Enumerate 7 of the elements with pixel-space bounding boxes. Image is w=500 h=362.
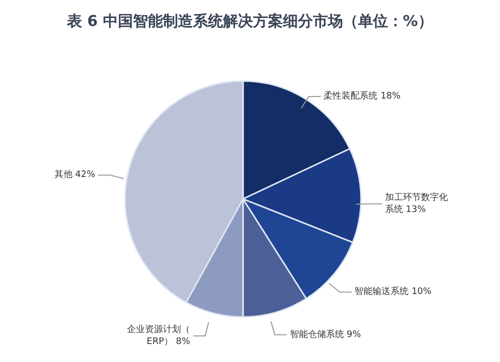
chart-title: 表 6 中国智能制造系统解决方案细分市场（单位：%） bbox=[66, 11, 434, 32]
slice-label: 企业资源计划（ERP） 8% bbox=[127, 324, 191, 348]
slice-label: 智能输送系统 10% bbox=[354, 286, 432, 298]
slice-label: 柔性装配系统 18% bbox=[324, 91, 402, 102]
slice-label: 其他 42% bbox=[54, 170, 96, 181]
slice-label: 智能仓储系统 9% bbox=[290, 329, 362, 340]
slice-label: 加工环节数字化系统 13% bbox=[384, 192, 448, 216]
